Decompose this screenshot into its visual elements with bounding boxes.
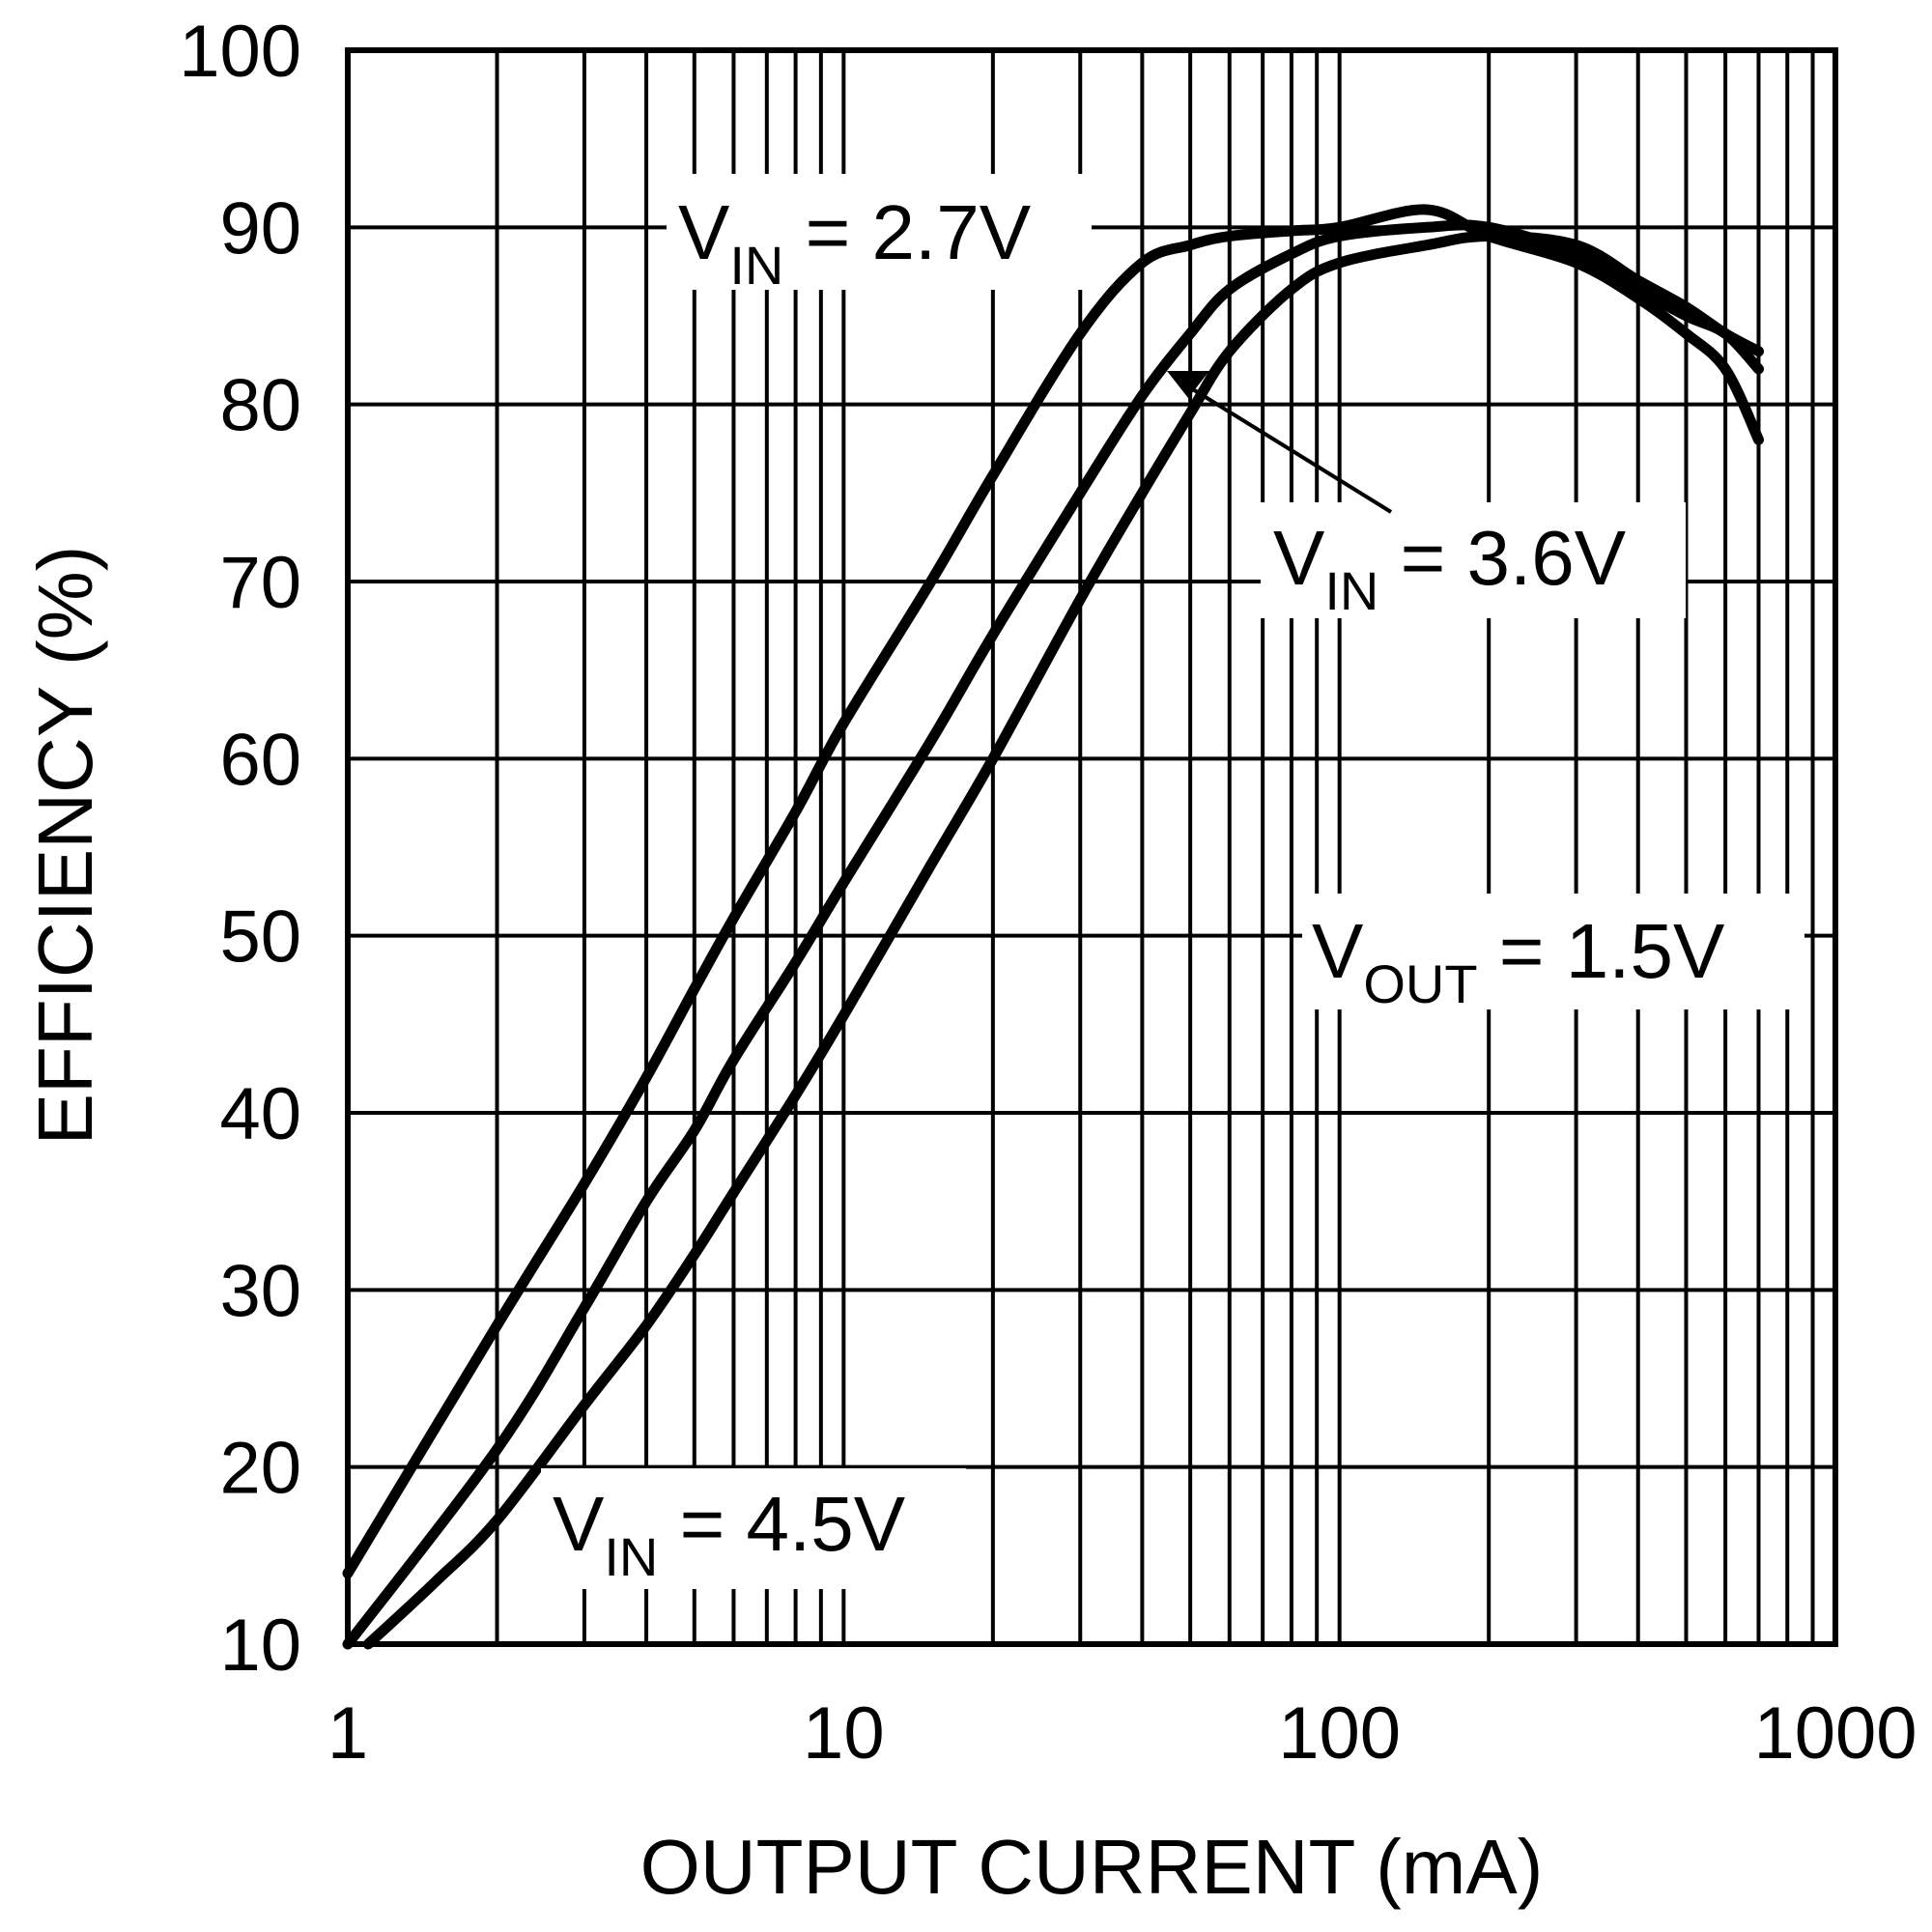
series-line-1 [342,204,1764,1579]
plot-frame [345,47,1838,1647]
series-line-3 [362,231,1764,1650]
y-tick-label: 50 [219,896,301,979]
annotation-vin-3-6: VIN = 3.6V [1273,515,1627,621]
x-axis-title: OUTPUT CURRENT (mA) [640,1824,1544,1910]
x-tick-label: 1000 [1753,1692,1917,1775]
y-tick-label: 70 [219,542,301,624]
y-tick-labels: 10 20 30 40 50 60 70 80 90 100 [179,11,301,1687]
x-tick-label: 1 [327,1692,368,1775]
y-tick-label: 100 [179,11,301,93]
y-tick-label: 80 [219,365,301,447]
y-tick-label: 10 [219,1605,301,1687]
annotation-vin-2-7: VIN = 2.7V [678,189,1032,296]
x-tick-label: 100 [1278,1692,1401,1775]
annotation-leader-line [1186,384,1393,514]
y-tick-label: 30 [219,1250,301,1332]
y-tick-label: 60 [219,719,301,801]
y-axis-title: EFFICIENCY (%) [22,546,108,1146]
y-tick-label: 40 [219,1073,301,1155]
annotation-vout-1-5: VOUT = 1.5V [1312,908,1725,1014]
series-curves [342,204,1764,1650]
x-tick-label: 10 [803,1692,885,1775]
annotation-arrowhead [1167,371,1209,398]
grid-lines [348,50,1835,1644]
y-tick-label: 20 [219,1428,301,1510]
x-tick-labels: 1 10 100 1000 [327,1692,1918,1775]
y-tick-label: 90 [219,187,301,270]
annotation-vin-4-5: VIN = 4.5V [553,1481,906,1587]
